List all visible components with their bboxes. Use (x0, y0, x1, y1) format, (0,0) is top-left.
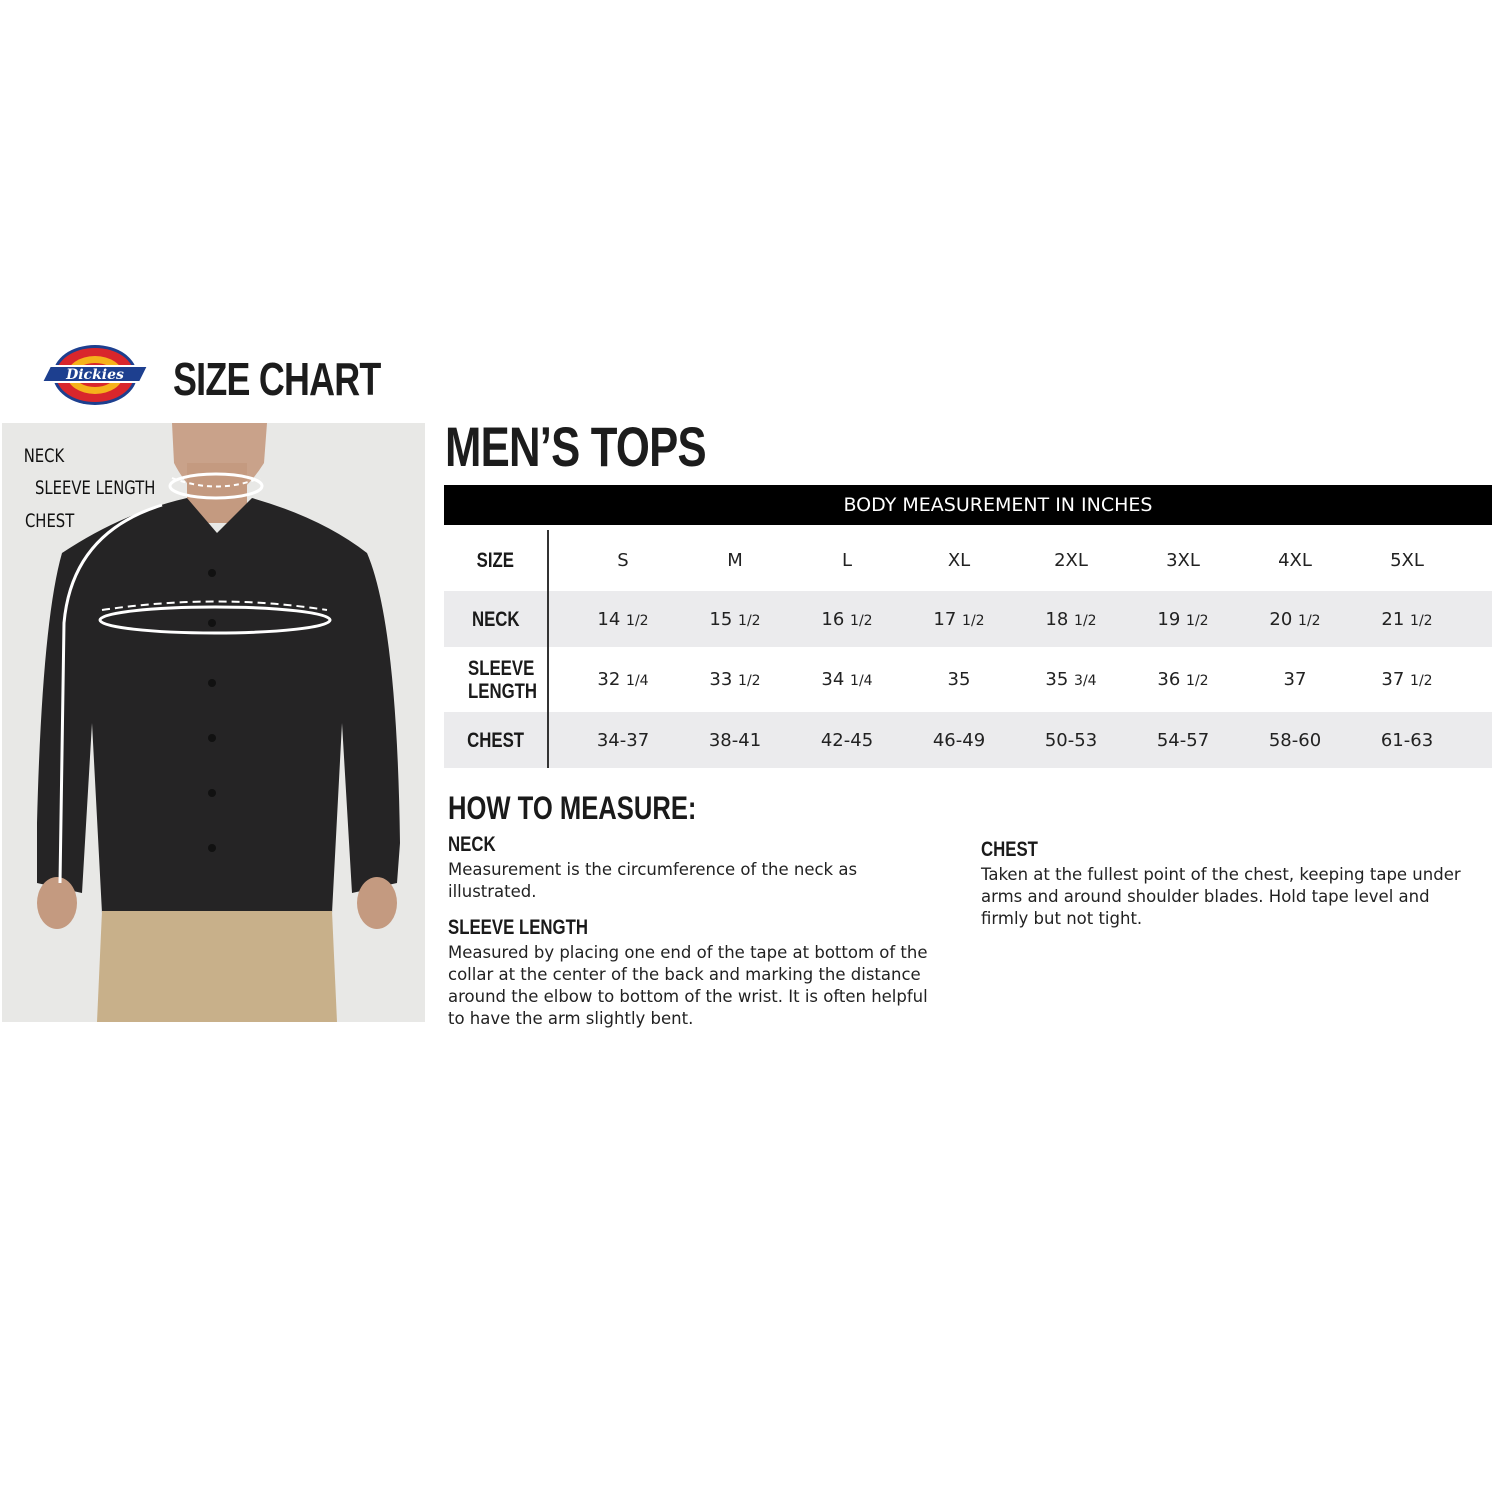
size-header: L (841, 550, 853, 571)
cell-whole: 32 (597, 669, 621, 690)
table-cell: 19 1/2 (1127, 609, 1239, 630)
cell-whole: 58-60 (1268, 729, 1322, 751)
model-photo: NECK SLEEVE LENGTH CHEST (2, 423, 425, 1022)
size-header: S (617, 550, 629, 571)
cell-whole: 38-41 (708, 729, 762, 751)
cell-whole: 37 (1381, 669, 1405, 690)
table-cell: 20 1/2 (1239, 609, 1351, 630)
table-cell: 35 3/4 (1015, 669, 1127, 690)
table-row-size: SIZE S M L XL 2XL 3XL 4XL 5XL (444, 530, 1492, 591)
size-header: 4XL (1278, 550, 1312, 571)
cell-fraction: 1/4 (626, 673, 649, 689)
table-cell: 38-41 (679, 730, 791, 751)
cell-fraction: 3/4 (1074, 673, 1097, 689)
table-cell: 61-63 (1351, 730, 1463, 751)
table-cell: 34 1/4 (791, 669, 903, 690)
dickies-logo: Dickies (38, 344, 152, 406)
photo-label-chest: CHEST (24, 510, 75, 532)
table-cell: 32 1/4 (567, 669, 679, 690)
cell-whole: 14 (597, 608, 621, 630)
photo-label-sleeve: SLEEVE LENGTH (34, 477, 156, 499)
table-cell: 18 1/2 (1015, 609, 1127, 630)
section-title: MEN’S TOPS (445, 415, 707, 478)
cell-whole: 61-63 (1380, 729, 1434, 751)
table-cell: 14 1/2 (567, 609, 679, 630)
neck-text: Measurement is the circumference of the … (448, 860, 858, 901)
neck-heading: NECK (448, 833, 496, 856)
table-cell: 37 (1239, 669, 1351, 690)
cell-whole: 42-45 (820, 729, 874, 751)
cell-whole: 19 (1157, 608, 1181, 630)
table-cell: 35 (903, 669, 1015, 690)
table-cell: 50-53 (1015, 730, 1127, 751)
how-to-chest: CHEST Taken at the fullest point of the … (981, 838, 1481, 930)
sleeve-text: Measured by placing one end of the tape … (448, 943, 928, 1028)
cell-fraction: 1/2 (1074, 612, 1097, 629)
cell-fraction: 1/2 (962, 612, 985, 629)
table-cell: 33 1/2 (679, 669, 791, 690)
table-cell: 15 1/2 (679, 609, 791, 630)
cell-fraction: 1/2 (738, 612, 761, 629)
size-table: BODY MEASUREMENT IN INCHES SIZE S M L XL 2XL… (444, 485, 1492, 768)
cell-fraction: 1/2 (1186, 673, 1209, 689)
chest-text: Taken at the fullest point of the chest,… (981, 865, 1461, 928)
photo-label-neck: NECK (23, 445, 65, 467)
cell-fraction: 1/2 (1410, 612, 1433, 629)
table-cell: 46-49 (903, 730, 1015, 751)
chest-heading: CHEST (981, 838, 1038, 861)
page-title: SIZE CHART (173, 353, 381, 405)
cell-whole: 18 (1045, 608, 1069, 630)
table-row-neck: NECK 14 1/2 15 1/2 16 1/2 17 1/2 18 1/2 19 1/… (444, 591, 1492, 647)
cell-whole: 20 (1269, 608, 1293, 630)
table-cell: 34-37 (567, 730, 679, 751)
row-label: NECK (471, 607, 520, 631)
table-cell: 16 1/2 (791, 609, 903, 630)
size-header: 3XL (1166, 550, 1200, 571)
size-header: M (727, 550, 743, 571)
cell-fraction: 1/2 (1298, 612, 1321, 629)
table-cell: 42-45 (791, 730, 903, 751)
cell-fraction: 1/2 (1410, 673, 1433, 689)
svg-text:Dickies: Dickies (65, 367, 124, 383)
cell-whole: 15 (709, 608, 733, 630)
row-label: CHEST (467, 728, 524, 752)
row-label: SIZE (476, 549, 515, 572)
row-label: SLEEVE LENGTH (467, 656, 537, 703)
table-row-chest: CHEST 34-37 38-41 42-45 46-49 50-53 54-5… (444, 712, 1492, 768)
table-caption: BODY MEASUREMENT IN INCHES (444, 485, 1492, 525)
table-row-sleeve: SLEEVE LENGTH 32 1/4 33 1/2 34 1/4 35 35 3/… (444, 647, 1492, 712)
cell-fraction: 1/2 (738, 673, 761, 689)
cell-whole: 33 (709, 669, 733, 690)
table-cell: 36 1/2 (1127, 669, 1239, 690)
how-to-sleeve: SLEEVE LENGTH Measured by placing one en… (448, 916, 948, 1030)
cell-fraction: 1/2 (1186, 612, 1209, 629)
cell-whole: 37 (1283, 669, 1307, 690)
size-header: 5XL (1390, 550, 1424, 571)
size-header: 2XL (1054, 550, 1088, 571)
table-cell: 17 1/2 (903, 609, 1015, 630)
cell-whole: 35 (1045, 669, 1069, 690)
cell-whole: 21 (1381, 608, 1405, 630)
cell-whole: 17 (933, 608, 957, 630)
cell-fraction: 1/2 (626, 612, 649, 629)
cell-whole: 34-37 (596, 729, 650, 751)
cell-whole: 16 (821, 608, 845, 630)
size-header: XL (947, 550, 971, 571)
table-cell: 21 1/2 (1351, 609, 1463, 630)
how-to-neck: NECK Measurement is the circumference of… (448, 833, 948, 903)
table-cell: 58-60 (1239, 730, 1351, 751)
cell-whole: 54-57 (1156, 729, 1210, 751)
cell-whole: 36 (1157, 669, 1181, 690)
table-cell: 54-57 (1127, 730, 1239, 751)
table-cell: 37 1/2 (1351, 669, 1463, 690)
cell-fraction: 1/4 (850, 673, 873, 689)
cell-whole: 50-53 (1044, 729, 1098, 751)
sleeve-heading: SLEEVE LENGTH (448, 916, 589, 939)
cell-whole: 34 (821, 669, 845, 690)
cell-whole: 46-49 (932, 729, 986, 751)
cell-fraction: 1/2 (850, 612, 873, 629)
cell-whole: 35 (947, 669, 971, 690)
how-to-title: HOW TO MEASURE: (448, 790, 697, 826)
